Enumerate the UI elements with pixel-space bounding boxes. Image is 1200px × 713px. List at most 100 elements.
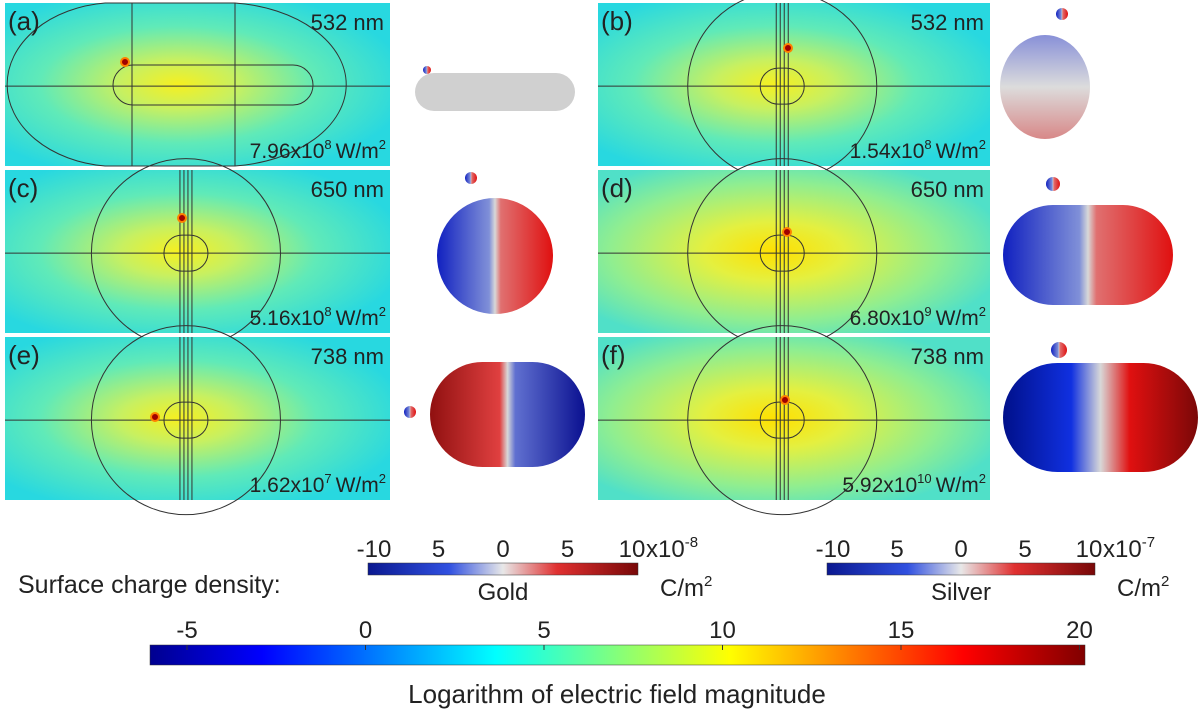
unit-base: C/m — [1117, 575, 1161, 602]
panel-label: (d) — [601, 173, 633, 203]
intensity: 7.96x108 W/m2 — [250, 137, 386, 163]
hot-spot — [150, 412, 160, 422]
hot-spot — [177, 213, 187, 223]
small-sphere — [1056, 8, 1068, 20]
unit-exponent: 2 — [704, 573, 712, 590]
colorbar-tick: -10 — [357, 536, 392, 563]
colorbar-tick: 10 — [1076, 536, 1103, 563]
particle-outline — [112, 64, 314, 106]
colorbar-tick: -5 — [176, 617, 197, 644]
field-map — [598, 170, 990, 333]
unit-base: C/m — [660, 575, 704, 602]
hot-spot — [783, 43, 793, 53]
intensity: 1.62x107 W/m2 — [250, 471, 386, 497]
colorbar-tick: 5 — [890, 536, 903, 563]
intensity-part: 10 — [917, 471, 931, 486]
intensity-part: W/m — [336, 140, 379, 163]
colorbar-unit: C/m2 — [1117, 573, 1169, 602]
small-sphere — [423, 66, 431, 74]
colorbar-tick: 5 — [561, 536, 574, 563]
intensity-part: W/m — [336, 474, 379, 497]
scale-base: x10 — [1103, 536, 1142, 563]
intensity: 5.92x1010 W/m2 — [842, 471, 986, 497]
hot-spot — [782, 227, 792, 237]
charge-map — [437, 198, 553, 314]
intensity-part: 7.96x10 — [250, 140, 325, 163]
colorbar-tick: -10 — [816, 536, 851, 563]
panel-label: (f) — [601, 340, 626, 370]
field-map — [598, 3, 990, 166]
colorbar-name: Silver — [931, 579, 991, 606]
wavelength: 738 nm — [911, 344, 984, 369]
small-sphere — [465, 172, 477, 184]
panel-label: (b) — [601, 6, 633, 36]
intensity-part: 8 — [324, 137, 331, 152]
colorbar — [149, 644, 1086, 666]
field-map — [598, 337, 990, 500]
unit-exponent: 2 — [1161, 573, 1169, 590]
colorbar-tick: 5 — [537, 617, 550, 644]
intensity-part: 2 — [379, 471, 386, 486]
intensity-part: 2 — [979, 304, 986, 319]
colorbar-tick: 15 — [888, 617, 915, 644]
wavelength: 738 nm — [311, 344, 384, 369]
panel-label: (e) — [8, 340, 40, 370]
colorbar-tick: 0 — [496, 536, 509, 563]
charge-map — [1000, 35, 1090, 139]
intensity-part: 8 — [924, 137, 931, 152]
intensity-part: 5.16x10 — [250, 307, 325, 330]
colorbar-scale: x10-7 — [1103, 534, 1155, 563]
intensity-part: 1.54x10 — [850, 140, 925, 163]
hot-spot — [120, 57, 130, 67]
intensity-part: 1.62x10 — [250, 474, 325, 497]
colorbar-tick: 5 — [1018, 536, 1031, 563]
panels: (a) 532 nm7.96x108 W/m2(b) 532 nm1.54x108 W/… — [5, 0, 1198, 516]
intensity-part: 7 — [324, 471, 331, 486]
colorbar-tick: 20 — [1066, 617, 1093, 644]
wavelength: 650 nm — [311, 177, 384, 202]
colorbar-title: Surface charge density: — [18, 571, 281, 599]
charge-map — [415, 73, 575, 111]
intensity-part: 8 — [324, 304, 331, 319]
colorbar-tick: 10 — [709, 617, 736, 644]
charge-map — [1003, 205, 1173, 305]
intensity-part: W/m — [936, 474, 979, 497]
wavelength: 650 nm — [911, 177, 984, 202]
intensity: 6.80x109 W/m2 — [850, 304, 986, 330]
charge-map — [430, 362, 585, 467]
colorbar-tick: 10 — [619, 536, 646, 563]
intensity-part: 6.80x10 — [850, 307, 925, 330]
field-map — [5, 170, 390, 333]
intensity-part: 5.92x10 — [842, 474, 917, 497]
intensity-part: 2 — [979, 137, 986, 152]
small-sphere — [1046, 177, 1060, 191]
field-map — [5, 3, 390, 166]
intensity-part: 2 — [979, 471, 986, 486]
wavelength: 532 nm — [311, 10, 384, 35]
small-sphere — [1051, 342, 1067, 358]
intensity-part: 9 — [924, 304, 931, 319]
charge-map — [1003, 363, 1198, 472]
hot-spot — [780, 395, 790, 405]
domain-outline — [6, 2, 347, 167]
panel-label: (c) — [8, 173, 38, 203]
colorbar-tick: 0 — [359, 617, 372, 644]
intensity: 1.54x108 W/m2 — [850, 137, 986, 163]
intensity-part: 2 — [379, 137, 386, 152]
scale-base: x10 — [646, 536, 685, 563]
colorbar — [367, 562, 639, 576]
colorbar — [826, 562, 1096, 576]
colorbar-tick: 5 — [432, 536, 445, 563]
intensity: 5.16x108 W/m2 — [250, 304, 386, 330]
colorbar-scale: x10-8 — [646, 534, 698, 563]
colorbar-unit: C/m2 — [660, 573, 712, 602]
colorbar-tick: 0 — [954, 536, 967, 563]
wavelength: 532 nm — [911, 10, 984, 35]
small-sphere — [404, 406, 416, 418]
intensity-part: W/m — [936, 140, 979, 163]
intensity-part: W/m — [336, 307, 379, 330]
intensity-part: 2 — [379, 304, 386, 319]
intensity-part: W/m — [936, 307, 979, 330]
scale-exponent: -7 — [1142, 534, 1155, 551]
